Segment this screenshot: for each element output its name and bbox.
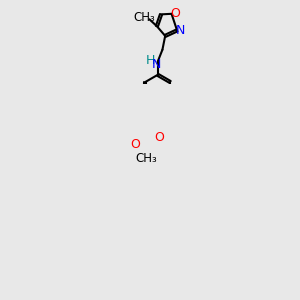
Text: H: H xyxy=(145,54,155,67)
Text: CH₃: CH₃ xyxy=(135,152,157,165)
Text: CH₃: CH₃ xyxy=(134,11,155,24)
Text: O: O xyxy=(170,7,180,20)
Text: O: O xyxy=(130,138,140,151)
Text: N: N xyxy=(152,58,161,71)
Text: O: O xyxy=(155,131,165,144)
Text: N: N xyxy=(176,24,185,37)
